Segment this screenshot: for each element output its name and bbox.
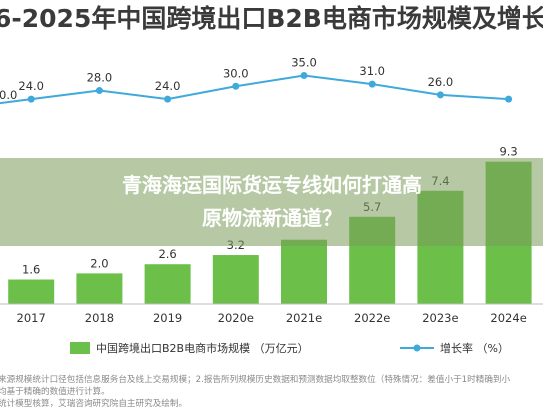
growth-point-2022e — [368, 80, 376, 88]
growth-value-label-2019: 24.0 — [155, 79, 181, 93]
growth-point-2021e — [300, 72, 308, 79]
growth-point-2017 — [27, 95, 35, 103]
legend-line-marker — [413, 344, 421, 352]
growth-point-2018 — [95, 87, 103, 95]
legend-bar-swatch — [70, 342, 90, 354]
growth-labels: 0.024.028.024.030.035.031.026.0 — [0, 56, 453, 102]
growth-value-label-2023e: 26.0 — [428, 75, 454, 89]
bar-2020e — [212, 255, 259, 304]
growth-value-label-2020e: 30.0 — [223, 66, 249, 80]
growth-point-2020e — [232, 82, 240, 90]
growth-line-series — [0, 72, 513, 105]
x-tick-2017: 2017 — [17, 311, 46, 325]
bar-2021e — [281, 239, 327, 304]
bar-value-label-2024e: 9.3 — [499, 145, 517, 159]
bar-2017 — [8, 279, 55, 304]
growth-value-label-2021e: 35.0 — [291, 56, 317, 70]
note-line-3: 统计模型核算，艾瑞咨询研究院自主研究及绘制。 — [0, 397, 187, 408]
x-tick-2022e: 2022e — [354, 311, 390, 325]
growth-point-2023e — [436, 91, 444, 99]
title-banner: 青海海运国际货运专线如何打通高 原物流新通道？ — [0, 158, 543, 246]
x-tick-2020e: 2020e — [218, 311, 254, 325]
note-line-1: 来源规模统计口径包括信息服务台及线上交易规模；2.报告所列规模历史数据和预测数据… — [0, 373, 511, 385]
banner-background — [0, 158, 543, 246]
banner-title-line-1: 青海海运国际货运专线如何打通高 — [122, 173, 422, 197]
legend-line-label: 增长率 （%） — [440, 341, 509, 355]
bar-series — [8, 161, 532, 304]
growth-value-label-2016: 0.0 — [0, 88, 17, 102]
bar-value-label-2018: 2.0 — [90, 256, 108, 270]
bar-2018 — [76, 273, 123, 304]
note-line-2: 均基于精确的数值进行计算。 — [0, 385, 110, 397]
chart-title: 6-2025年中国跨境出口B2B电商市场规模及增长 — [0, 4, 543, 33]
bar-value-label-2019: 2.6 — [158, 247, 176, 261]
bar-value-label-2017: 1.6 — [22, 263, 40, 277]
x-tick-2018: 2018 — [85, 311, 114, 325]
source-notes: 来源规模统计口径包括信息服务台及线上交易规模；2.报告所列规模历史数据和预测数据… — [0, 373, 511, 408]
growth-value-label-2018: 28.0 — [87, 71, 113, 85]
growth-value-label-2017: 24.0 — [18, 79, 44, 93]
legend: 中国跨境出口B2B电商市场规模 （万亿元） 增长率 （%） — [70, 341, 509, 355]
x-tick-2019: 2019 — [153, 311, 182, 325]
x-tick-labels: 2017 2018 2019 2020e 2021e 2022e 2023e 2024e — [17, 311, 527, 325]
growth-point-2024e — [505, 95, 513, 103]
x-tick-2021e: 2021e — [286, 311, 322, 325]
x-tick-2024e: 2024e — [490, 311, 526, 325]
growth-value-label-2022e: 31.0 — [359, 64, 385, 78]
growth-point-2019 — [164, 95, 172, 103]
bar-2019 — [144, 264, 191, 304]
x-tick-2023e: 2023e — [422, 311, 458, 325]
banner-title-line-2: 原物流新通道？ — [202, 206, 342, 230]
legend-bar-label: 中国跨境出口B2B电商市场规模 （万亿元） — [96, 341, 309, 355]
